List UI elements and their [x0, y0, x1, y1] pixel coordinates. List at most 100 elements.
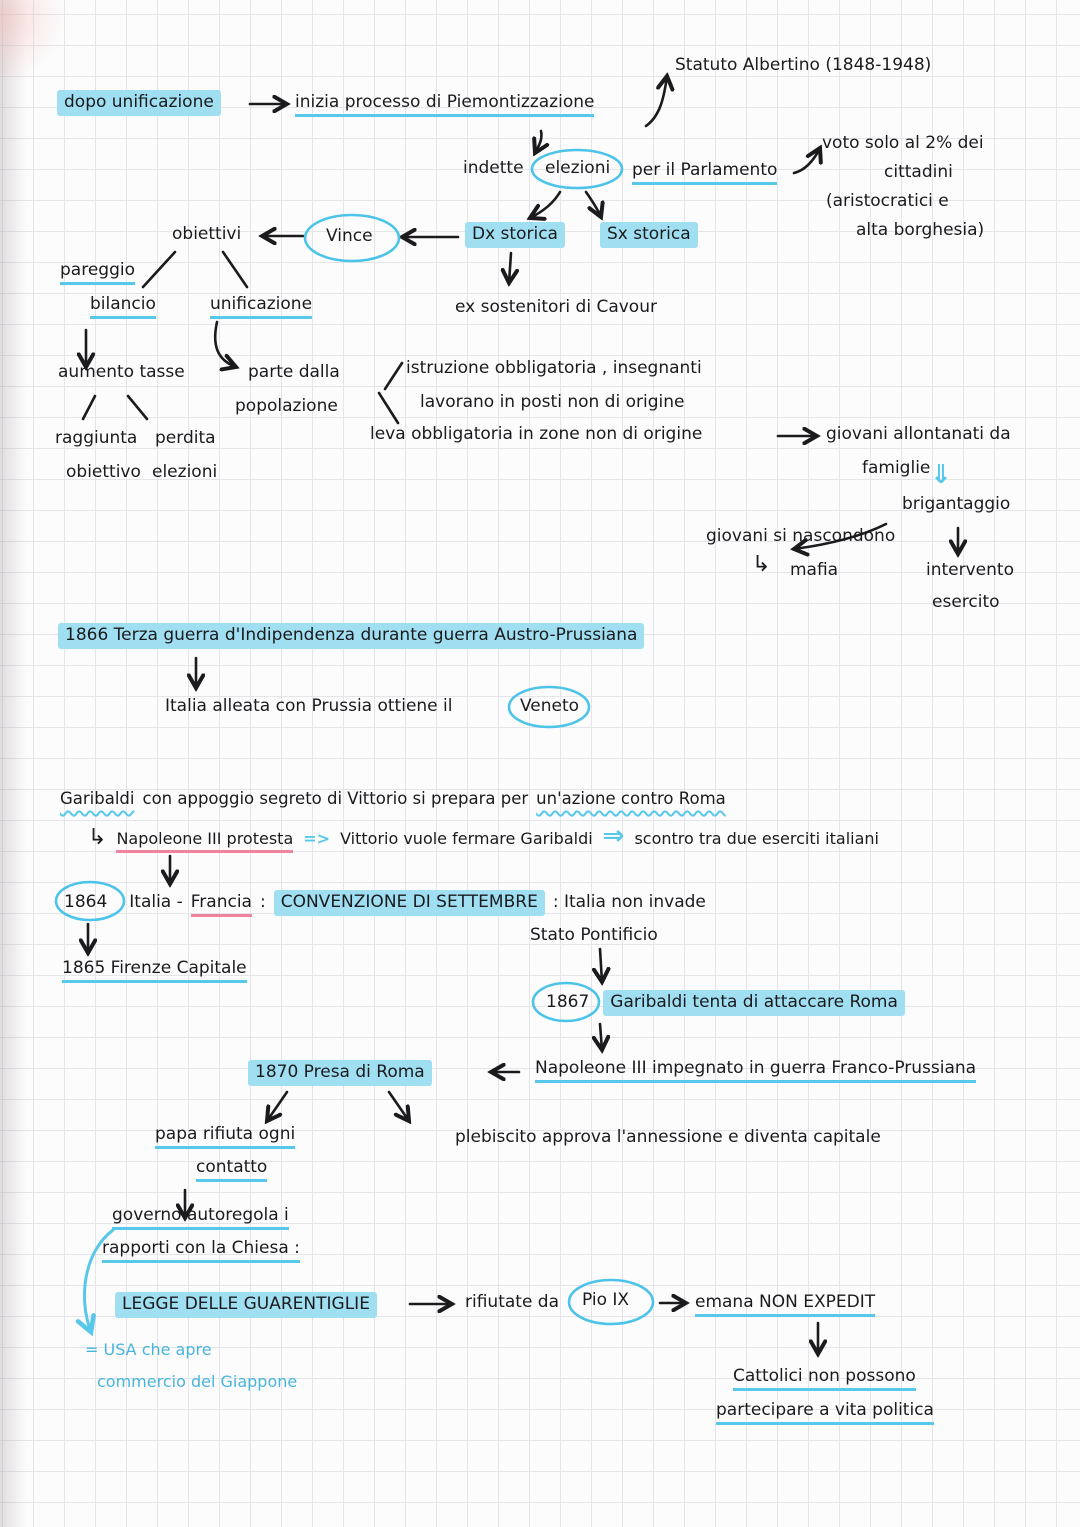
arrow-presa-to-plebiscito-icon — [387, 1090, 409, 1121]
line-popolazione-leva-icon — [377, 391, 400, 425]
note-usa-riga1: = USA che apre — [85, 1340, 212, 1359]
note-intervento: intervento — [926, 560, 1014, 580]
note-perdita: perdita — [155, 428, 216, 448]
note-per-il-parlamento: per il Parlamento — [632, 160, 778, 186]
note-parte-dalla: parte dalla — [248, 362, 340, 382]
note-ex-sostenitori: ex sostenitori di Cavour — [455, 297, 657, 317]
arrow-1867-to-1870-icon — [600, 1022, 602, 1050]
note-mafia: mafia — [790, 560, 839, 580]
arrow-elezioni-to-dx-icon — [530, 190, 562, 218]
note-famiglie: famiglie — [862, 458, 931, 478]
note-dopo-unificazione: dopo unificazione — [57, 90, 221, 117]
circle-pio-ix-icon — [567, 1278, 655, 1326]
note-napoleone-riga: ↳ Napoleone III protesta => Vittorio vuo… — [88, 823, 879, 853]
note-bilancio: bilancio — [90, 294, 156, 320]
note-cattolici-riga1: Cattolici non possono — [733, 1366, 916, 1392]
circle-1867-icon — [531, 981, 601, 1023]
note-contatto: contatto — [196, 1157, 268, 1183]
circle-vince-icon — [303, 213, 401, 263]
note-sx-storica: Sx storica — [600, 222, 698, 249]
note-brigantaggio: brigantaggio — [902, 494, 1011, 514]
note-non-invade: : Italia non invade — [552, 892, 706, 912]
line-obiettivi-pareggio-icon — [141, 250, 177, 289]
note-papa-rifiuta: papa rifiuta ogni — [155, 1124, 296, 1150]
line-tasse-raggiunta-icon — [81, 394, 97, 421]
note-obiettivi: obiettivi — [172, 224, 242, 244]
note-indette: indette — [463, 158, 524, 178]
line-obiettivi-unificazione-icon — [221, 250, 249, 289]
note-raggiunta: raggiunta — [55, 428, 138, 448]
implies-arrow-2-icon: ⇒ — [602, 821, 625, 851]
note-azione-contro-roma: un'azione contro Roma — [536, 789, 726, 808]
note-pareggio: pareggio — [60, 260, 135, 286]
note-napoleone-protesta: Napoleone III protesta — [116, 829, 294, 853]
note-unificazione: unificazione — [210, 294, 313, 320]
note-usa-riga2: commercio del Giappone — [97, 1372, 298, 1391]
note-rifiutate-da: rifiutate da — [465, 1292, 560, 1312]
arrow-presa-to-papa-icon — [267, 1090, 289, 1121]
note-scontro-eserciti: scontro tra due eserciti italiani — [634, 829, 879, 848]
note-aumento-tasse: aumento tasse — [58, 362, 185, 382]
note-dx-storica: Dx storica — [465, 222, 565, 249]
note-convenzione-settembre: CONVENZIONE DI SETTEMBRE — [273, 890, 545, 917]
note-plebiscito: plebiscito approva l'annessione e divent… — [455, 1127, 881, 1147]
note-esercito: esercito — [932, 592, 1000, 612]
note-statuto-albertino: Statuto Albertino (1848-1948) — [675, 55, 932, 75]
note-vittorio-fermare: Vittorio vuole fermare Garibaldi — [340, 829, 593, 848]
note-terza-guerra-1866: 1866 Terza guerra d'Indipendenza durante… — [58, 623, 645, 650]
note-voto-riga4: alta borghesia) — [856, 220, 985, 240]
note-popolazione: popolazione — [235, 396, 338, 416]
note-italia-alleata: Italia alleata con Prussia ottiene il — [165, 696, 453, 716]
note-elezioni: elezioni — [545, 158, 611, 178]
note-emana-non-expedit: emana NON EXPEDIT — [695, 1292, 876, 1318]
note-giovani-allontanati: giovani allontanati da — [826, 424, 1011, 444]
circle-veneto-icon — [507, 685, 591, 729]
note-francia: Francia — [190, 892, 252, 918]
note-anno-1864: 1864 — [64, 892, 108, 912]
arrow-inizia-to-elezioni-icon — [535, 129, 541, 153]
arrow-unificazione-to-popolazione-icon — [213, 320, 236, 367]
elbow-arrow-mafia-icon: ↳ — [752, 552, 771, 577]
note-pio-ix: Pio IX — [582, 1290, 630, 1310]
arrow-piemontizzazione-to-statuto-icon — [644, 76, 667, 128]
note-presa-di-roma: 1870 Presa di Roma — [248, 1060, 432, 1087]
note-elezioni-perse: elezioni — [152, 462, 218, 482]
note-vince: Vince — [326, 226, 373, 246]
circle-1864-icon — [54, 880, 126, 922]
double-down-arrow-icon: ⇓ — [930, 460, 952, 490]
arrow-dx-to-sostenitori-icon — [509, 251, 511, 283]
note-leva-obbligatoria: leva obbligatoria in zone non di origine — [370, 424, 703, 444]
line-popolazione-istruzione-icon — [383, 361, 404, 391]
brace-chiesa-to-usa-icon — [84, 1228, 115, 1332]
note-voto-riga3: (aristocratici e — [826, 191, 949, 211]
note-1867-riga: 1867 Garibaldi tenta di attaccare Roma — [546, 990, 905, 1017]
note-1864-riga: 1864 Italia - Francia : CONVENZIONE DI S… — [64, 890, 706, 918]
note-legge-guarentiglie: LEGGE DELLE GUARENTIGLIE — [115, 1292, 377, 1319]
note-due-punti: : — [259, 892, 266, 912]
line-tasse-perdita-icon — [126, 394, 149, 421]
arrow-elezioni-to-sx-icon — [584, 190, 601, 217]
note-voto-riga1: voto solo al 2% dei — [822, 133, 984, 153]
note-garibaldi-riga: Garibaldi con appoggio segreto di Vittor… — [60, 789, 726, 810]
note-veneto: Veneto — [520, 696, 580, 716]
arrow-parlamento-to-voto-icon — [792, 148, 820, 175]
note-napoleone-impegnato: Napoleone III impegnato in guerra Franco… — [535, 1058, 977, 1084]
note-giovani-nascondono: giovani si nascondono — [706, 526, 896, 546]
arrow-pontificio-to-1867-icon — [600, 947, 602, 982]
note-cattolici-riga2: partecipare a vita politica — [716, 1400, 934, 1426]
note-lavorano: lavorano in posti non di origine — [420, 392, 685, 412]
note-obiettivo: obiettivo — [66, 462, 141, 482]
note-voto-riga2: cittadini — [884, 162, 953, 182]
circle-elezioni-icon — [530, 148, 624, 190]
note-garibaldi-attacca: Garibaldi tenta di attaccare Roma — [603, 990, 905, 1017]
note-garibaldi: Garibaldi — [60, 789, 135, 808]
note-rapporti-chiesa: rapporti con la Chiesa : — [102, 1238, 300, 1264]
note-anno-1867: 1867 — [546, 992, 590, 1012]
elbow-arrow-napoleone-icon: ↳ — [88, 825, 107, 850]
note-con-appoggio: con appoggio segreto di Vittorio si prep… — [142, 789, 529, 808]
note-firenze-1865: 1865 Firenze Capitale — [62, 958, 247, 984]
note-governo-autoregola: governo autoregola i — [112, 1205, 289, 1231]
note-stato-pontificio: Stato Pontificio — [530, 925, 658, 945]
